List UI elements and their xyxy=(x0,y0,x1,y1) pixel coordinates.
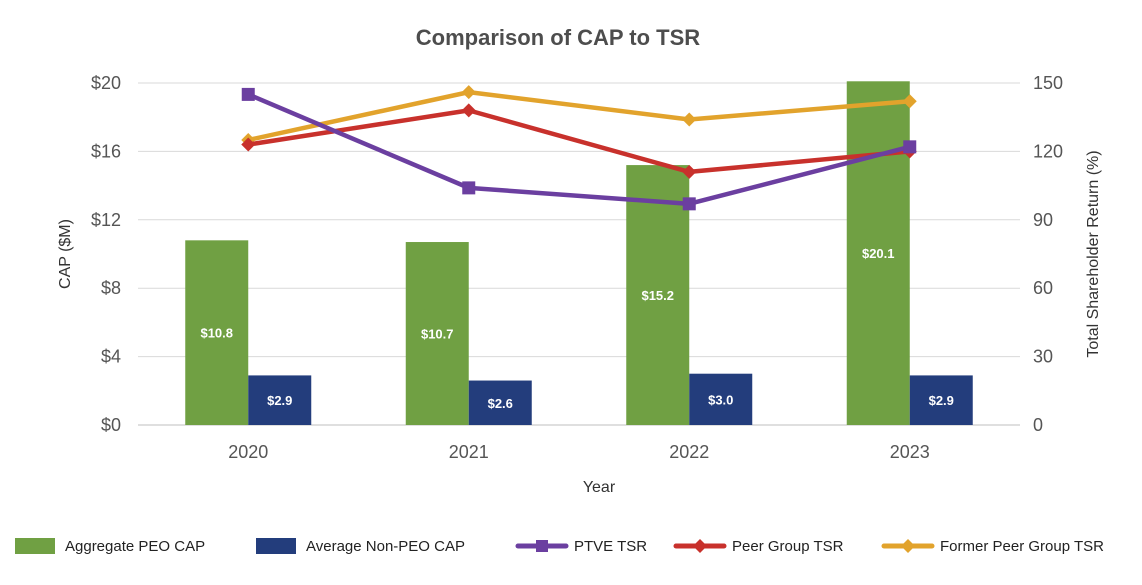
y2-tick-label: 90 xyxy=(1033,210,1053,230)
y-tick-label: $16 xyxy=(91,141,121,161)
former-peer-group-tsr-point xyxy=(682,112,697,127)
tsr-lines xyxy=(241,85,917,211)
non-peo-cap-bar-label: $2.6 xyxy=(488,396,513,411)
peer-group-tsr-line xyxy=(247,108,910,175)
non-peo-cap-bar xyxy=(909,375,973,425)
y2-tick-label: 150 xyxy=(1033,73,1063,93)
aggregate-peo-cap-legend-label: Aggregate PEO CAP xyxy=(65,538,205,555)
ptve-tsr-line xyxy=(247,92,911,207)
non-peo-cap-bar-label: $2.9 xyxy=(267,393,292,408)
non-peo-cap-bar xyxy=(248,375,312,425)
x-tick-label: 2020 xyxy=(228,442,268,462)
y2-tick-label: 120 xyxy=(1033,141,1063,161)
ptve-tsr-point xyxy=(903,140,917,154)
peer-group-tsr-point xyxy=(461,103,476,118)
non-peo-cap-bar-label: $3.0 xyxy=(708,392,733,407)
average-non-peo-cap-legend-swatch xyxy=(256,538,296,554)
aggregate-peo-cap-legend-swatch xyxy=(15,538,55,554)
former-peer-group-tsr-point xyxy=(461,85,476,100)
peer-group-tsr-legend-label: Peer Group TSR xyxy=(732,538,844,555)
y2-tick-label: 0 xyxy=(1033,415,1043,435)
former-peer-group-tsr-legend-marker xyxy=(901,539,915,553)
peer-group-tsr-legend-marker xyxy=(693,539,707,553)
chart-title: Comparison of CAP to TSR xyxy=(416,25,700,50)
y2-axis-label: Total Shareholder Return (%) xyxy=(1085,150,1102,357)
y-tick-label: $8 xyxy=(101,278,121,298)
y-tick-label: $0 xyxy=(101,415,121,435)
non-peo-cap-bar xyxy=(689,373,753,425)
ptve-tsr-point xyxy=(682,197,696,211)
y-tick-label: $12 xyxy=(91,210,121,230)
former-peer-group-tsr-legend-label: Former Peer Group TSR xyxy=(940,538,1104,555)
peo-cap-bar-label: $10.7 xyxy=(421,327,454,342)
x-tick-label: 2022 xyxy=(669,442,709,462)
peo-cap-bar-label: $10.8 xyxy=(200,326,233,341)
y-tick-label: $20 xyxy=(91,73,121,93)
x-axis-label: Year xyxy=(583,479,616,496)
peo-cap-bar xyxy=(846,81,910,425)
former-peer-group-tsr-point xyxy=(902,94,917,109)
ptve-tsr-point xyxy=(462,181,476,195)
x-tick-label: 2021 xyxy=(449,442,489,462)
peer-group-tsr-point xyxy=(682,164,697,179)
y-tick-label: $4 xyxy=(101,347,121,367)
ptve-tsr-legend-marker xyxy=(536,540,548,552)
peo-cap-bar-label: $15.2 xyxy=(641,288,674,303)
y2-tick-label: 30 xyxy=(1033,347,1053,367)
peer-group-tsr-point xyxy=(241,137,256,152)
peo-cap-bar xyxy=(405,242,469,425)
ptve-tsr-point xyxy=(241,87,255,101)
peo-cap-bar-label: $20.1 xyxy=(862,246,895,261)
legend: Aggregate PEO CAP Average Non-PEO CAP PTVE… xyxy=(15,538,1104,555)
y2-tick-label: 60 xyxy=(1033,278,1053,298)
peo-cap-bar xyxy=(626,165,690,425)
bars: $10.8 $2.9 $10.7 $2.6 $15.2 $3.0 $20.1 $2.9 xyxy=(185,81,973,425)
axis-ticks: $0 $4 $8 $12 $16 $20 0 30 60 90 120 150 2020 2021 2022… xyxy=(91,73,1063,462)
ptve-tsr-legend-label: PTVE TSR xyxy=(574,538,647,555)
x-tick-label: 2023 xyxy=(890,442,930,462)
former-peer-group-tsr-line xyxy=(247,89,910,143)
non-peo-cap-bar xyxy=(468,380,532,425)
non-peo-cap-bar-label: $2.9 xyxy=(929,393,954,408)
y-axis-label: CAP ($M) xyxy=(57,219,74,289)
peo-cap-bar xyxy=(185,240,249,425)
average-non-peo-cap-legend-label: Average Non-PEO CAP xyxy=(306,538,465,555)
